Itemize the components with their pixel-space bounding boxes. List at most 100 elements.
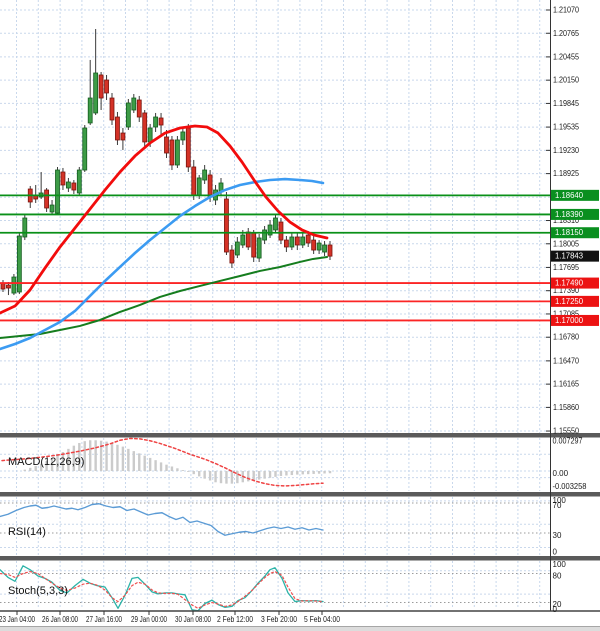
price-badge-green	[551, 227, 599, 239]
bearish-candle	[109, 97, 115, 121]
price-axis-label: 1.16470	[553, 356, 579, 365]
bullish-candle	[22, 217, 28, 238]
price-badge-label: 1.17250	[555, 297, 584, 306]
price-axis-label: 1.16780	[553, 333, 579, 342]
ma-medium-red-line	[0, 124, 329, 315]
price-badge-label: 1.17843	[555, 252, 584, 261]
time-axis-labels: 23 Jan 04:00 26 Jan 08:00 27 Jan 16:00 29 J…	[0, 611, 340, 624]
macd-panel	[1, 437, 332, 487]
time-axis-label: 30 Jan 08:00	[175, 615, 211, 624]
price-badge-label: 1.18150	[555, 228, 584, 237]
price-level-lines	[0, 194, 550, 322]
price-badge-black	[551, 250, 599, 262]
price-axis-label: 1.19535	[553, 123, 579, 132]
panel-separator[interactable]	[0, 492, 600, 497]
bearish-candle	[136, 99, 142, 118]
price-axis-label: 1.16165	[553, 380, 579, 389]
price-badge-label: 1.18390	[555, 210, 584, 219]
grid-vertical-lines	[16, 0, 541, 609]
indicator-axis-label: -0.003258	[553, 482, 588, 491]
bearish-candle	[327, 244, 333, 257]
ma-slow-green-line	[0, 255, 328, 339]
bearish-candle	[142, 112, 148, 143]
rsi-indicator-label: RSI(14)	[8, 526, 46, 538]
price-axis-label: 1.20455	[553, 52, 579, 61]
stoch-indicator-label: Stoch(5,3,3)	[8, 585, 68, 597]
price-badge-green	[551, 189, 599, 201]
stoch-panel	[0, 565, 324, 612]
bullish-candle	[322, 244, 327, 253]
bearish-candle	[305, 234, 311, 244]
time-axis-label: 26 Jan 08:00	[42, 615, 78, 624]
time-axis-label: 29 Jan 00:00	[131, 615, 167, 624]
price-badge-label: 1.17490	[555, 279, 584, 288]
candles[interactable]	[0, 28, 333, 296]
time-axis-label: 3 Feb 20:00	[261, 615, 297, 624]
bearish-candle	[158, 117, 164, 126]
bullish-candle	[76, 169, 82, 194]
price-badge-red	[551, 277, 599, 289]
bullish-candle	[49, 204, 55, 213]
bearish-candle	[185, 127, 191, 168]
indicator-level-lines	[0, 502, 550, 603]
indicator-axis-label: 0	[553, 548, 558, 557]
bullish-candle	[131, 97, 137, 111]
panel-separator[interactable]	[0, 433, 600, 438]
bullish-candle	[55, 169, 60, 214]
bullish-candle	[240, 234, 246, 246]
bullish-candle	[202, 169, 208, 181]
bullish-candle	[234, 241, 240, 256]
indicator-axis-label: 0	[553, 605, 558, 614]
bearish-candle	[283, 239, 289, 248]
price-axis-label: 1.20150	[553, 76, 579, 85]
price-badge-label: 1.17000	[555, 316, 584, 325]
price-badges: 1.18640 1.18390 1.18150 1.17843 1.17490 1.172…	[551, 189, 599, 326]
price-axis-label: 1.15550	[553, 427, 579, 436]
panel-separator[interactable]	[0, 556, 600, 561]
price-badge-label: 1.18640	[555, 191, 584, 200]
bearish-candle	[115, 116, 120, 141]
price-badge-red	[551, 295, 599, 307]
price-axis-label: 1.17390	[553, 286, 579, 295]
bottom-scroll-strip[interactable]	[0, 627, 600, 631]
bearish-candle	[169, 139, 175, 166]
bullish-candle	[273, 217, 278, 231]
bullish-candle	[256, 237, 262, 259]
bearish-candle	[224, 198, 229, 253]
bearish-candle	[60, 171, 66, 186]
bearish-candle	[191, 166, 197, 196]
time-axis-label: 5 Feb 04:00	[304, 615, 340, 624]
macd-indicator-label: MACD(12,26,9)	[8, 456, 85, 468]
bearish-candle	[294, 236, 300, 246]
price-badge-red	[551, 314, 599, 326]
price-axis-label: 1.20765	[553, 29, 579, 38]
bearish-candle	[71, 182, 77, 191]
rsi-line	[0, 503, 324, 536]
price-axis-label: 1.19230	[553, 146, 579, 155]
time-axis-label: 23 Jan 04:00	[0, 615, 35, 624]
indicator-axis-label: 80	[553, 572, 562, 581]
bullish-candle	[87, 97, 93, 124]
indicator-axis-label: 30	[553, 531, 562, 540]
indicator-axis-label: 0.007297	[553, 437, 583, 446]
indicator-axis-label: 100	[553, 496, 567, 505]
bearish-candle	[245, 231, 251, 248]
bullish-candle	[153, 116, 159, 128]
bearish-candle	[6, 284, 11, 289]
bullish-candle	[262, 229, 268, 241]
bearish-candle	[251, 232, 257, 258]
price-axis-label: 1.18005	[553, 239, 579, 248]
indicator-axis-label: 0.00	[553, 469, 569, 478]
price-axis-label: 1.17695	[553, 263, 579, 272]
bullish-candle	[174, 139, 180, 166]
price-axis-label: 1.15860	[553, 403, 579, 412]
price-axis-label: 1.18310	[553, 216, 579, 225]
bullish-candle	[66, 181, 71, 189]
indicator-axis-label: 100	[553, 560, 567, 569]
bearish-candle	[120, 132, 126, 141]
bullish-candle	[125, 102, 131, 128]
bullish-candle	[93, 72, 99, 114]
